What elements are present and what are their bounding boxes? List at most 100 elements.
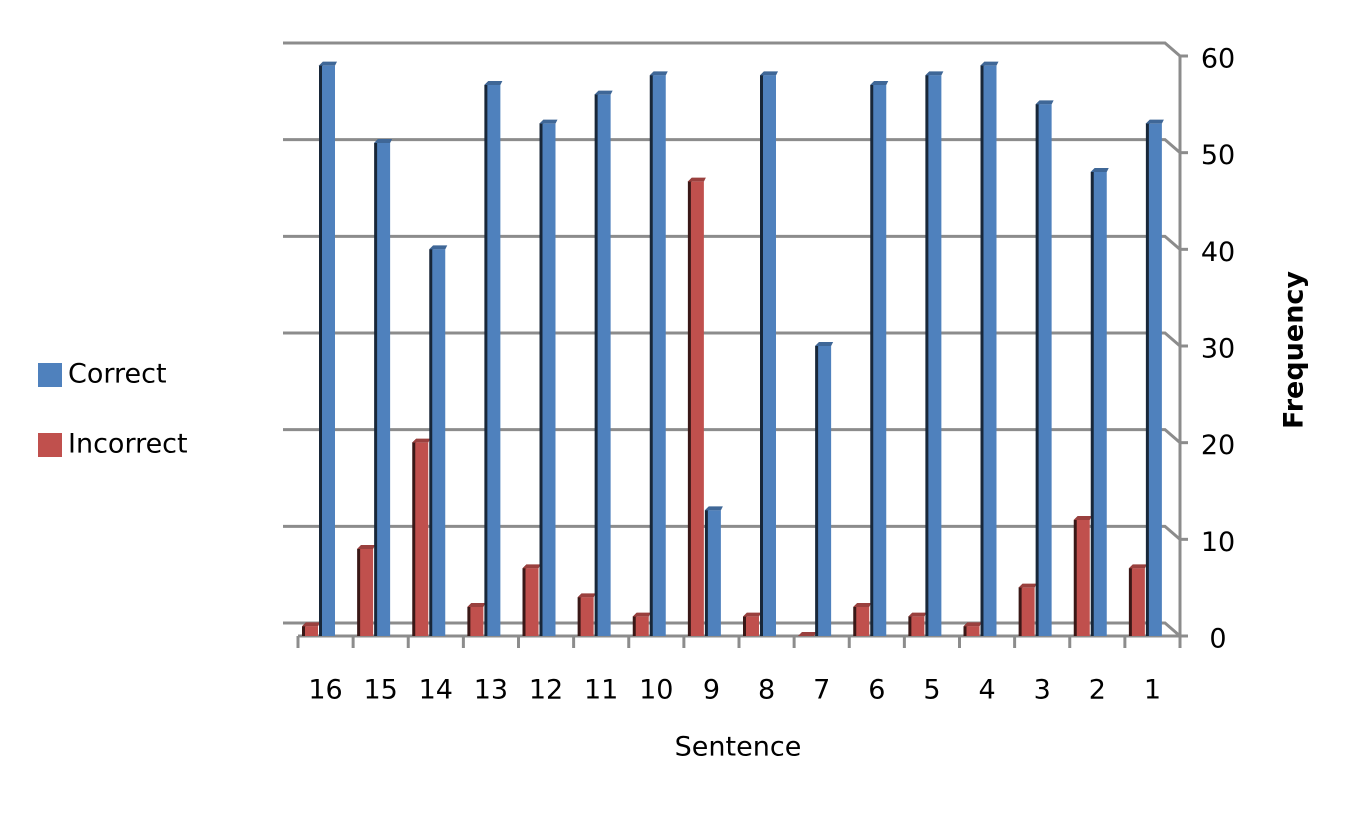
bar: [818, 346, 832, 636]
x-tick-label: 14: [419, 675, 453, 706]
bar-top: [704, 506, 723, 511]
x-axis-title: Sentence: [675, 732, 802, 763]
bar-top: [743, 612, 761, 617]
bar: [911, 616, 925, 636]
bar-top: [1018, 583, 1037, 588]
legend-swatch: [38, 363, 62, 387]
x-tick-label: 1: [1144, 675, 1161, 706]
grid-line: [283, 41, 1181, 58]
bar-top: [798, 632, 817, 636]
bar-top: [760, 71, 778, 76]
bar: [1093, 172, 1107, 636]
bar: [1038, 104, 1052, 637]
grid-line: [283, 621, 1181, 638]
bar: [983, 65, 997, 636]
x-tick-label: 8: [758, 675, 775, 706]
bar: [746, 616, 759, 636]
bar: [470, 607, 484, 636]
bar: [415, 442, 429, 636]
bar: [856, 607, 870, 636]
y-tick-label: 0: [1209, 624, 1226, 655]
bar: [1131, 568, 1145, 636]
bar-top: [870, 81, 889, 85]
bar-top: [853, 603, 872, 607]
bar-top: [484, 81, 503, 85]
y-tick-label: 10: [1201, 527, 1235, 558]
bar: [525, 568, 539, 636]
grid-line: [283, 428, 1181, 444]
bar-top: [522, 564, 541, 569]
legend-swatch: [38, 433, 62, 457]
grid-line: [283, 234, 1181, 251]
bar: [966, 626, 980, 636]
y-tick-label: 20: [1201, 430, 1235, 461]
bar: [873, 85, 887, 636]
bar: [928, 75, 942, 637]
bar: [1148, 123, 1162, 636]
bar-top: [302, 622, 320, 627]
legend-label: Correct: [68, 359, 167, 390]
grid-line: [283, 524, 1181, 541]
bar: [690, 181, 704, 636]
x-tick-label: 6: [868, 675, 885, 706]
x-tick-label: 13: [474, 675, 508, 706]
bar: [763, 75, 776, 637]
y-tick-label: 40: [1201, 237, 1235, 268]
bar-top: [1145, 119, 1164, 124]
bar: [322, 65, 335, 636]
bar-top: [687, 177, 706, 182]
y-axis-title: Frequency: [1279, 271, 1310, 429]
bar: [597, 94, 611, 636]
bar: [707, 510, 721, 636]
bar-top: [412, 438, 431, 443]
bar-top: [815, 342, 834, 346]
legend-label: Incorrect: [68, 429, 188, 460]
bar: [377, 143, 391, 636]
x-tick-label: 10: [639, 675, 673, 706]
bar: [1076, 520, 1090, 636]
bar-top: [539, 119, 558, 124]
bar: [580, 597, 594, 636]
bar: [652, 75, 666, 637]
bar: [360, 549, 374, 636]
x-tick-label: 2: [1089, 675, 1106, 706]
bar-top: [594, 90, 613, 95]
x-tick-label: 4: [978, 675, 995, 706]
x-tick-label: 12: [529, 675, 563, 706]
bar-top: [357, 545, 376, 549]
x-tick-label: 9: [703, 675, 720, 706]
bar-top: [980, 61, 999, 66]
bar-top: [577, 593, 596, 598]
bar: [635, 616, 649, 636]
grid-line: [283, 138, 1181, 154]
x-tick-label: 11: [584, 675, 618, 706]
bar-top: [429, 245, 448, 250]
bar: [305, 626, 318, 636]
bar-top: [467, 603, 486, 607]
y-tick-label: 50: [1201, 140, 1235, 171]
bar: [432, 249, 446, 637]
bar-top: [649, 71, 668, 76]
bar-top: [1128, 564, 1147, 569]
bar-top: [319, 61, 337, 66]
x-tick-label: 5: [923, 675, 940, 706]
y-tick-label: 30: [1201, 334, 1235, 365]
bar-top: [1073, 516, 1092, 520]
bar-top: [1090, 168, 1109, 172]
y-tick-label: 60: [1201, 44, 1235, 75]
bar-top: [925, 71, 944, 76]
bar-top: [632, 612, 651, 617]
grid-line: [283, 331, 1181, 348]
bar-top: [963, 622, 982, 627]
bar: [542, 123, 556, 636]
x-tick-label: 16: [308, 675, 342, 706]
bar: [1021, 587, 1035, 636]
bar-top: [374, 139, 393, 143]
x-tick-label: 15: [364, 675, 398, 706]
x-tick-label: 3: [1034, 675, 1051, 706]
bar: [487, 85, 501, 636]
x-tick-label: 7: [813, 675, 830, 706]
bar-top: [1035, 100, 1054, 105]
bar-top: [908, 612, 927, 617]
